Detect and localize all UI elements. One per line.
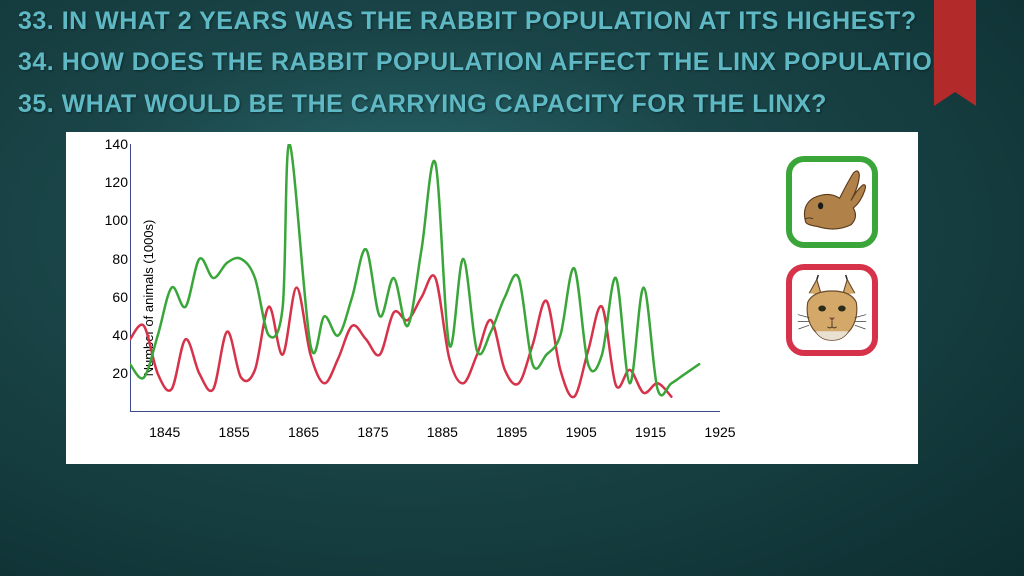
legend-rabbit <box>786 156 878 248</box>
question-list: 33. IN WHAT 2 YEARS WAS THE RABBIT POPUL… <box>0 0 1024 120</box>
x-tick-label: 1925 <box>704 424 735 440</box>
y-tick-label: 60 <box>102 289 128 305</box>
question-35: 35. WHAT WOULD BE THE CARRYING CAPACITY … <box>18 89 1006 120</box>
x-tick-label: 1905 <box>566 424 597 440</box>
legend-lynx <box>786 264 878 356</box>
corner-ribbon <box>934 0 976 92</box>
population-chart: Number of animals (1000s) 20406080100120… <box>66 132 918 464</box>
y-tick-label: 140 <box>102 136 128 152</box>
y-tick-label: 120 <box>102 174 128 190</box>
chart-plot-area <box>130 144 720 412</box>
lynx-icon <box>794 272 870 348</box>
rabbit-line <box>130 144 699 395</box>
question-34: 34. HOW DOES THE RABBIT POPULATION AFFEC… <box>18 47 1006 78</box>
x-tick-label: 1875 <box>357 424 388 440</box>
y-tick-label: 100 <box>102 212 128 228</box>
x-tick-label: 1845 <box>149 424 180 440</box>
x-tick-label: 1855 <box>219 424 250 440</box>
y-tick-label: 20 <box>102 365 128 381</box>
x-tick-label: 1915 <box>635 424 666 440</box>
x-tick-label: 1895 <box>496 424 527 440</box>
rabbit-icon <box>794 164 870 240</box>
lynx-line <box>130 275 671 397</box>
y-tick-label: 80 <box>102 251 128 267</box>
question-33: 33. IN WHAT 2 YEARS WAS THE RABBIT POPUL… <box>18 6 1006 37</box>
x-tick-label: 1885 <box>427 424 458 440</box>
x-tick-label: 1865 <box>288 424 319 440</box>
y-tick-label: 40 <box>102 327 128 343</box>
